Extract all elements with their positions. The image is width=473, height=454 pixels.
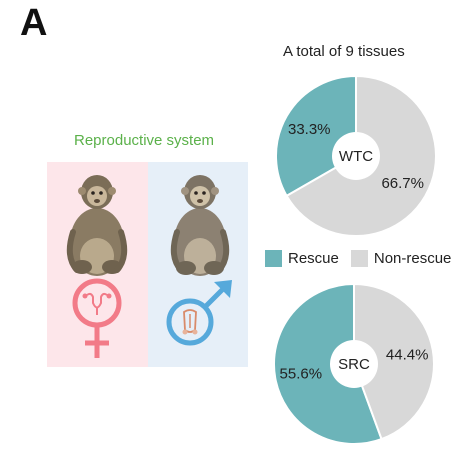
panel-label: A [20, 2, 48, 44]
legend-label-rescue: Rescue [288, 249, 339, 267]
pie-center-label: SRC [338, 356, 370, 373]
female-illustration [66, 175, 128, 358]
male-symbol-icon [166, 280, 232, 346]
pie-slice-non-rescue [353, 282, 435, 441]
monkey-icon [170, 175, 230, 276]
female-symbol-icon [72, 278, 122, 358]
legend-swatch-rescue [265, 249, 282, 267]
uterus-icon [82, 292, 112, 315]
reproductive-system-title: Reproductive system [74, 132, 215, 149]
legend-item-rescue: Rescue [265, 249, 339, 267]
pie-value-label-rescue: 33.3% [288, 121, 331, 138]
male-panel [148, 162, 248, 367]
pie-center-label: WTC [339, 148, 373, 165]
pie-value-label-rescue: 55.6% [280, 365, 323, 382]
legend-swatch-non-rescue [350, 249, 368, 267]
female-panel [47, 162, 148, 367]
pie-chart-src: SRC 55.6% 44.4% [273, 282, 435, 445]
donut-hole [332, 132, 380, 180]
monkey-icon [66, 175, 128, 276]
legend: Rescue Non-rescue [265, 248, 463, 268]
pie-value-label-non-rescue: 66.7% [381, 175, 424, 192]
legend-label-non-rescue: Non-rescue [373, 249, 452, 267]
male-reproductive-icon [182, 309, 198, 335]
legend-item-non-rescue: Non-rescue [350, 249, 452, 267]
pies-title: A total of 9 tissues [283, 43, 405, 60]
male-illustration [166, 175, 232, 346]
pie-value-label-non-rescue: 44.4% [386, 347, 429, 364]
pie-slice-rescue [273, 282, 383, 445]
pie-chart-wtc: WTC 33.3% 66.7% [275, 74, 437, 237]
donut-hole [330, 340, 378, 388]
